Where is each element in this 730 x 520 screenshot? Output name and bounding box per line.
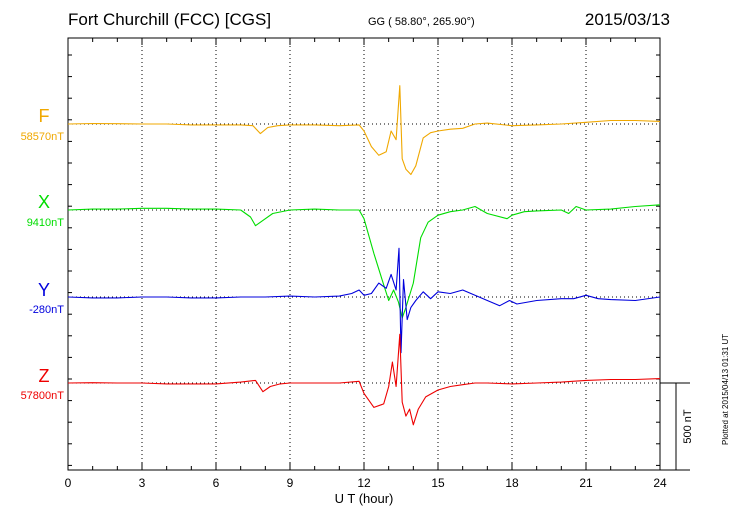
series-label-z: Z: [38, 366, 50, 386]
x-tick-label: 6: [213, 476, 220, 490]
scale-bar-label: 500 nT: [682, 409, 694, 444]
series-label-y: Y: [37, 280, 50, 300]
x-tick-label: 15: [431, 476, 445, 490]
station-title: Fort Churchill (FCC) [CGS]: [68, 10, 272, 29]
x-tick-label: 9: [287, 476, 294, 490]
x-axis-label: U T (hour): [335, 491, 394, 506]
series-baseline-x: 9410nT: [26, 217, 64, 229]
plotted-timestamp: Plotted at 2015/04/13 01:31 UT: [721, 333, 730, 445]
series-baseline-f: 58570nT: [20, 131, 64, 143]
series-line-y: [67, 247, 661, 354]
station-coordinates: GG ( 58.80°, 265.90°): [368, 16, 475, 28]
series-label-f: F: [38, 106, 50, 126]
x-tick-label: 3: [139, 476, 146, 490]
series-line-x: [67, 204, 661, 319]
x-tick-label: 18: [505, 476, 519, 490]
series-baseline-z: 57800nT: [20, 390, 64, 402]
series-label-x: X: [37, 192, 50, 212]
x-tick-label: 24: [653, 476, 667, 490]
series-line-z: [67, 333, 661, 426]
x-tick-label: 12: [357, 476, 371, 490]
plot-date: 2015/03/13: [584, 10, 670, 29]
x-tick-label: 21: [579, 476, 593, 490]
x-tick-label: 0: [65, 476, 72, 490]
series-line-f: [67, 85, 661, 176]
series-baseline-y: -280nT: [29, 304, 64, 316]
